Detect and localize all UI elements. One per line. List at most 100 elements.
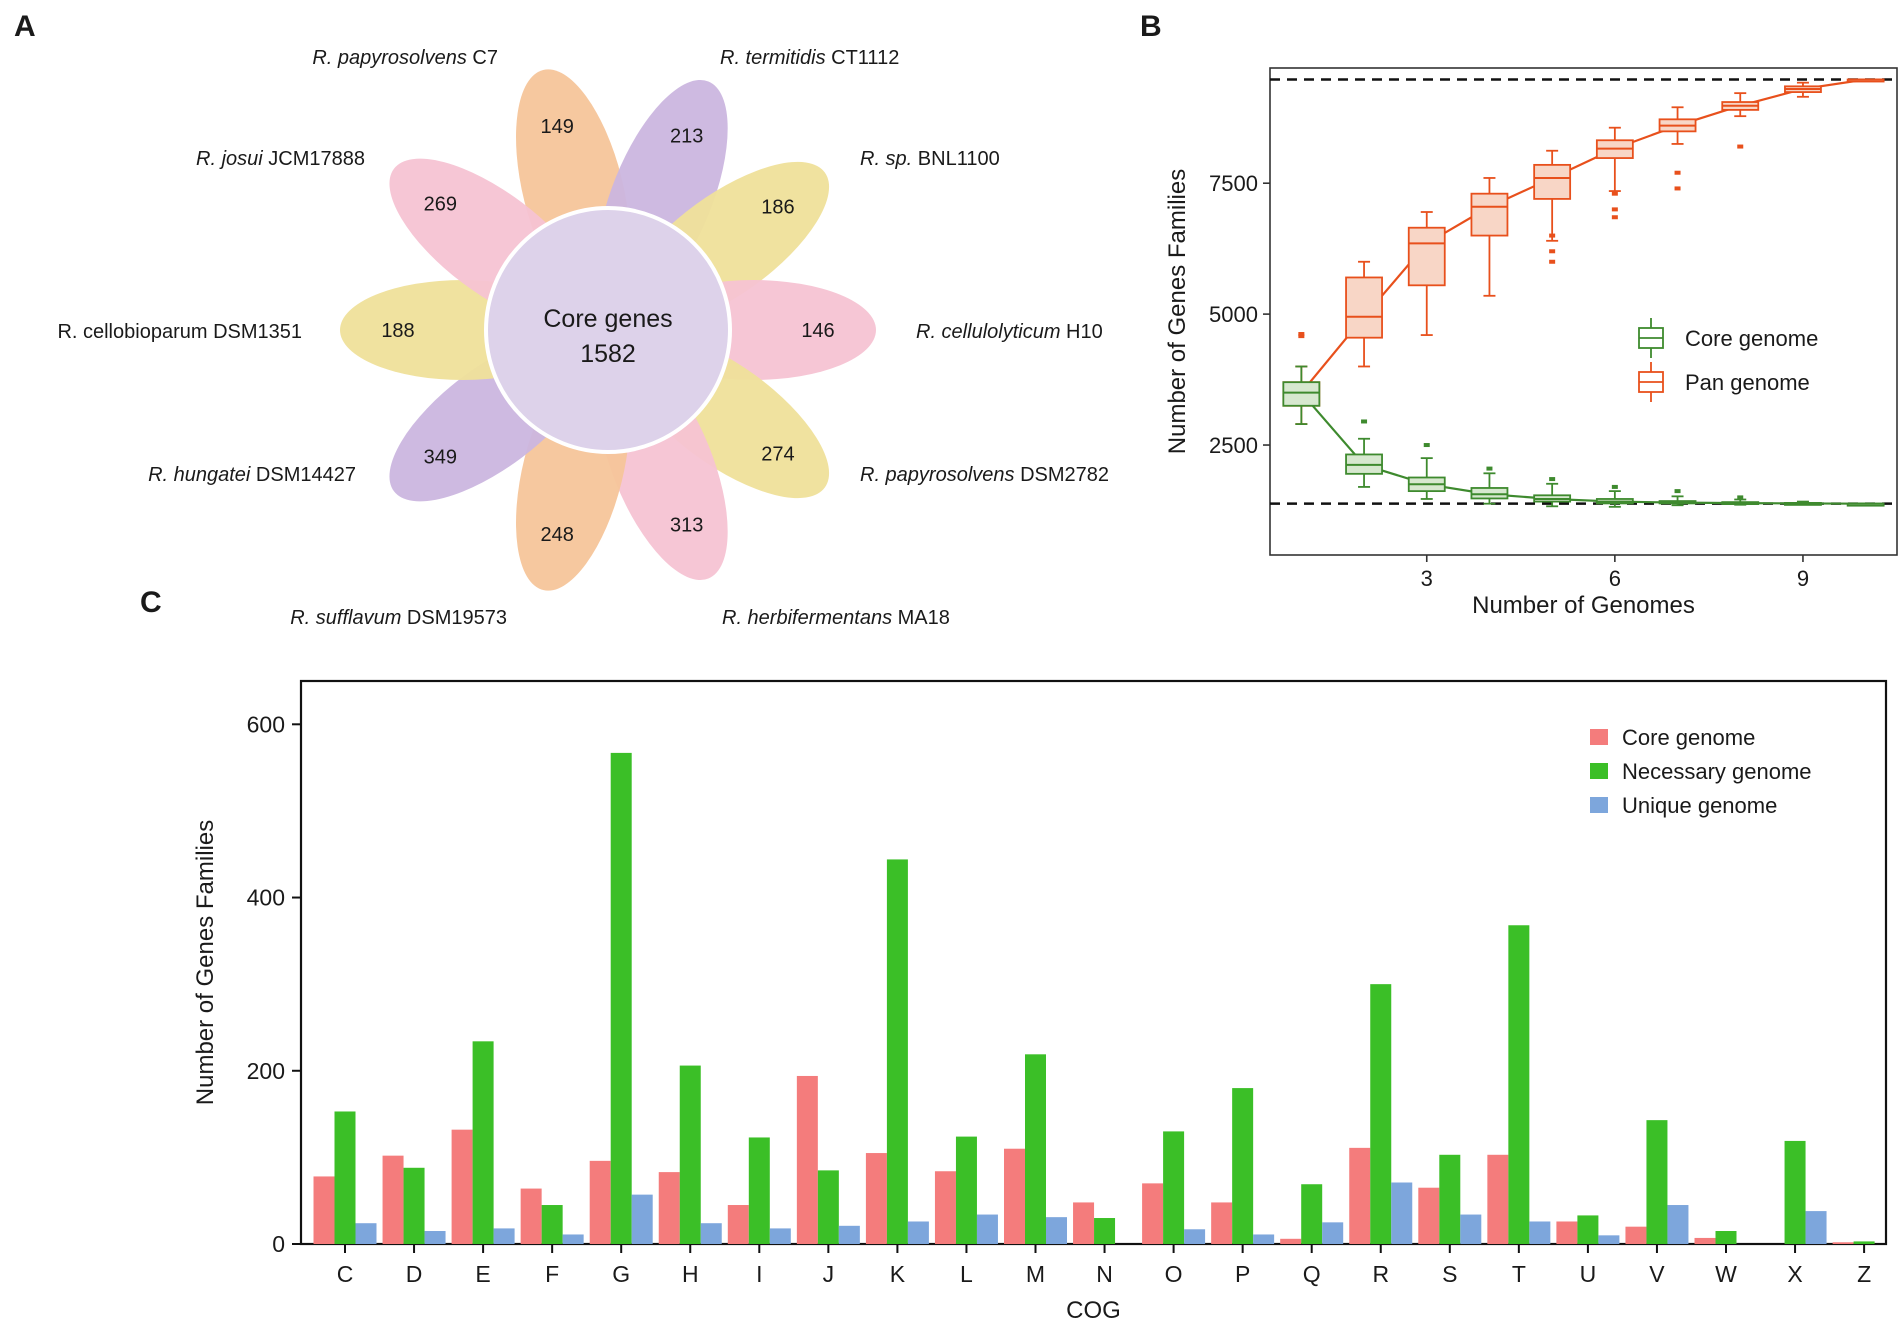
bar: [1805, 1211, 1827, 1244]
panel-label-a: A: [14, 10, 36, 43]
venn-genome-species: R. cellulolyticum: [916, 321, 1060, 343]
venn-petal-count: 313: [670, 515, 703, 537]
bar: [658, 1172, 680, 1244]
venn-petal-count: 149: [541, 116, 574, 138]
bar: [1301, 1184, 1323, 1244]
y-axis-title: Number of Genes Families: [1164, 169, 1191, 454]
bar: [1784, 1140, 1806, 1244]
venn-genome-species: R. termitidis: [720, 47, 826, 69]
bar: [520, 1188, 542, 1244]
bar: [1694, 1237, 1716, 1244]
venn-core-title: Core genes: [543, 305, 672, 333]
venn-genome-strain: BNL1100: [912, 148, 999, 170]
outlier-point: [1549, 249, 1556, 254]
venn-genome-species: R. papyrosolvens: [312, 47, 467, 69]
venn-genome-strain: C7: [467, 47, 498, 69]
venn-genome-strain: DSM14427: [250, 464, 356, 486]
bar: [1073, 1202, 1095, 1244]
x-tick-label: E: [475, 1261, 490, 1287]
bar: [1280, 1238, 1302, 1244]
venn-genome-strain: DSM19573: [401, 607, 507, 629]
bar: [424, 1231, 446, 1244]
venn-petal-count: 349: [424, 446, 457, 468]
bar: [1487, 1154, 1509, 1244]
legend-label: Unique genome: [1622, 793, 1777, 818]
bar: [1370, 984, 1392, 1244]
bar: [817, 1170, 839, 1244]
venn-genome-label: R. termitidis CT1112: [720, 47, 899, 69]
bar: [700, 1223, 722, 1244]
legend-swatch: [1590, 797, 1608, 813]
legend-label: Pan genome: [1685, 370, 1810, 395]
bar: [562, 1234, 584, 1244]
bar: [1667, 1205, 1689, 1244]
bar: [1577, 1215, 1599, 1244]
x-tick-label: 6: [1609, 566, 1621, 591]
x-tick-label: H: [682, 1261, 699, 1287]
bar: [1349, 1147, 1371, 1244]
bar: [886, 859, 908, 1244]
bar: [589, 1160, 611, 1244]
venn-genome-label: R. cellulolyticum H10: [916, 321, 1103, 343]
bar: [1391, 1182, 1413, 1244]
bar: [355, 1223, 377, 1244]
bar: [1853, 1241, 1875, 1244]
bar: [1322, 1222, 1344, 1244]
venn-genome-label: R. josui JCM17888: [196, 148, 365, 170]
plot-frame: [1269, 67, 1898, 556]
bar: [1715, 1231, 1737, 1244]
x-tick-label: O: [1165, 1261, 1183, 1287]
venn-genome-strain: JCM17888: [263, 148, 365, 170]
bar: [1163, 1131, 1185, 1244]
outlier-point: [1423, 443, 1430, 448]
bar: [1646, 1120, 1668, 1244]
flower-venn-diagram: 149 R. papyrosolvens C7 213 R. termitidis C…: [57, 47, 1109, 629]
bar: [1094, 1218, 1116, 1244]
venn-petal-count: 186: [761, 197, 794, 219]
venn-petal-count: 188: [381, 320, 414, 342]
venn-genome-species: R. hungatei: [148, 464, 251, 486]
bar: [1253, 1234, 1275, 1244]
bar: [631, 1194, 653, 1244]
x-tick-label: V: [1649, 1261, 1665, 1287]
bar: [769, 1228, 791, 1244]
outlier-point: [1549, 477, 1556, 482]
legend-label: Necessary genome: [1622, 759, 1812, 784]
venn-genome-strain: CT1112: [826, 47, 900, 69]
bar: [679, 1065, 701, 1244]
outlier-point: [1611, 207, 1618, 212]
outlier-point: [1737, 144, 1744, 149]
bar: [796, 1075, 818, 1244]
venn-core-circle: [484, 206, 732, 454]
legend-swatch: [1590, 763, 1608, 779]
venn-genome-species: R. sufflavum: [290, 607, 401, 629]
bar: [907, 1221, 929, 1244]
x-tick-label: Z: [1857, 1261, 1871, 1287]
venn-genome-strain: DSM2782: [1015, 464, 1110, 486]
x-tick-label: K: [890, 1261, 906, 1287]
panel-label-c: C: [140, 586, 162, 619]
bar: [1142, 1183, 1164, 1244]
x-tick-label: 9: [1797, 566, 1809, 591]
x-tick-label: L: [960, 1261, 973, 1287]
outlier-point: [1737, 495, 1744, 500]
bar: [1529, 1221, 1551, 1244]
x-tick-label: U: [1580, 1261, 1597, 1287]
bar: [451, 1129, 473, 1244]
median-trend-line: [1300, 78, 1866, 394]
y-tick-label: 200: [247, 1058, 285, 1084]
cog-bar-chart: 0 200 400 600 Number of Genes Families COG C D E…: [192, 679, 1888, 1324]
venn-petal-count: 146: [801, 320, 834, 342]
bar: [955, 1136, 977, 1244]
x-tick-label: I: [756, 1261, 762, 1287]
bar: [472, 1041, 494, 1244]
venn-genome-strain: H10: [1060, 321, 1102, 343]
x-axis-title: COG: [1066, 1297, 1121, 1324]
outlier-point: [1674, 186, 1681, 191]
bar: [1046, 1217, 1067, 1244]
venn-petal-count: 248: [541, 524, 574, 546]
bar: [313, 1176, 335, 1244]
x-tick-label: M: [1026, 1261, 1045, 1287]
venn-genome-label: R. sp. BNL1100: [860, 148, 1000, 170]
x-tick-label: S: [1442, 1261, 1457, 1287]
